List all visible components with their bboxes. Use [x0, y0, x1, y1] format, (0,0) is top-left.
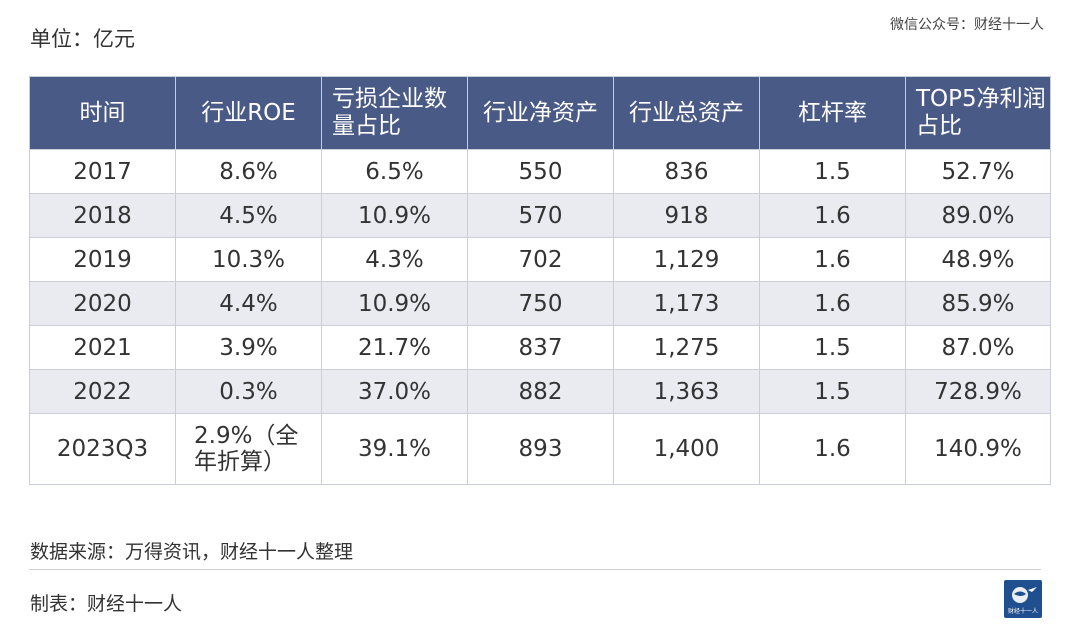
table-cell: 4.5% — [175, 193, 322, 238]
table-cell: 1,363 — [613, 369, 760, 414]
table-cell: 836 — [613, 149, 760, 194]
header-cell-leverage: 杠杆率 — [759, 76, 906, 150]
table-cell: 1.5 — [759, 369, 906, 414]
table-cell: 2022 — [29, 369, 176, 414]
table-row: 2020 4.4% 10.9% 750 1,173 1.6 85.9% — [29, 281, 1051, 326]
table-cell: 48.9% — [905, 237, 1051, 282]
brand-logo: 财经十一人 — [1004, 580, 1042, 618]
header-cell-top5-share: TOP5净利润占比 — [905, 76, 1051, 150]
table-cell: 89.0% — [905, 193, 1051, 238]
logo-text: 财经十一人 — [1008, 607, 1038, 615]
table-cell: 10.9% — [321, 281, 468, 326]
table-maker-note: 制表：财经十一人 — [30, 593, 183, 615]
globe-icon: 财经十一人 — [1008, 587, 1038, 615]
table-row: 2022 0.3% 37.0% 882 1,363 1.5 728.9% — [29, 369, 1051, 414]
table-cell: 37.0% — [321, 369, 468, 414]
table-cell: 2021 — [29, 325, 176, 370]
table-cell: 1.5 — [759, 149, 906, 194]
table-cell: 1,275 — [613, 325, 760, 370]
table-cell: 10.3% — [175, 237, 322, 282]
table-cell: 1.6 — [759, 193, 906, 238]
table-cell: 728.9% — [905, 369, 1051, 414]
table-cell: 6.5% — [321, 149, 468, 194]
table-cell: 2023Q3 — [29, 413, 176, 485]
table-cell: 39.1% — [321, 413, 468, 485]
table-cell: 750 — [467, 281, 614, 326]
header-cell-net-assets: 行业净资产 — [467, 76, 614, 150]
table-cell: 550 — [467, 149, 614, 194]
table-row: 2023Q3 2.9%（全年折算） 39.1% 893 1,400 1.6 14… — [29, 413, 1051, 485]
table-cell: 8.6% — [175, 149, 322, 194]
table-cell: 837 — [467, 325, 614, 370]
table-row: 2017 8.6% 6.5% 550 836 1.5 52.7% — [29, 149, 1051, 194]
divider — [29, 569, 1041, 570]
table-row: 2018 4.5% 10.9% 570 918 1.6 89.0% — [29, 193, 1051, 238]
table-cell: 893 — [467, 413, 614, 485]
table-cell: 1,173 — [613, 281, 760, 326]
data-table: 时间 行业ROE 亏损企业数量占比 行业净资产 行业总资产 杠杆率 TOP5净利… — [29, 76, 1051, 485]
table-cell: 85.9% — [905, 281, 1051, 326]
table-cell: 87.0% — [905, 325, 1051, 370]
header-row: 时间 行业ROE 亏损企业数量占比 行业净资产 行业总资产 杠杆率 TOP5净利… — [29, 76, 1051, 150]
table-cell: 3.9% — [175, 325, 322, 370]
unit-label: 单位：亿元 — [30, 27, 135, 51]
table-cell: 570 — [467, 193, 614, 238]
table-cell: 882 — [467, 369, 614, 414]
table-row: 2019 10.3% 4.3% 702 1,129 1.6 48.9% — [29, 237, 1051, 282]
table-cell: 140.9% — [905, 413, 1051, 485]
table-cell: 1.6 — [759, 413, 906, 485]
table-cell: 1.5 — [759, 325, 906, 370]
table-cell: 0.3% — [175, 369, 322, 414]
table-cell: 918 — [613, 193, 760, 238]
table-cell: 4.3% — [321, 237, 468, 282]
table-cell: 21.7% — [321, 325, 468, 370]
header-cell-loss-ratio: 亏损企业数量占比 — [321, 76, 468, 150]
header-cell-total-assets: 行业总资产 — [613, 76, 760, 150]
table-cell: 10.9% — [321, 193, 468, 238]
watermark: 微信公众号：财经十一人 — [890, 17, 1044, 33]
table-cell: 2020 — [29, 281, 176, 326]
table-cell: 2017 — [29, 149, 176, 194]
table-cell: 4.4% — [175, 281, 322, 326]
table-row: 2021 3.9% 21.7% 837 1,275 1.5 87.0% — [29, 325, 1051, 370]
data-source-note: 数据来源：万得资讯，财经十一人整理 — [30, 541, 354, 563]
table-cell: 1,400 — [613, 413, 760, 485]
table-cell: 702 — [467, 237, 614, 282]
table-cell: 1.6 — [759, 281, 906, 326]
header-cell-industry-roe: 行业ROE — [175, 76, 322, 150]
table-cell: 2.9%（全年折算） — [175, 413, 322, 485]
table-cell: 1.6 — [759, 237, 906, 282]
table-cell: 2019 — [29, 237, 176, 282]
table-cell: 1,129 — [613, 237, 760, 282]
table-cell: 52.7% — [905, 149, 1051, 194]
table-cell: 2018 — [29, 193, 176, 238]
header-cell-time: 时间 — [29, 76, 176, 150]
